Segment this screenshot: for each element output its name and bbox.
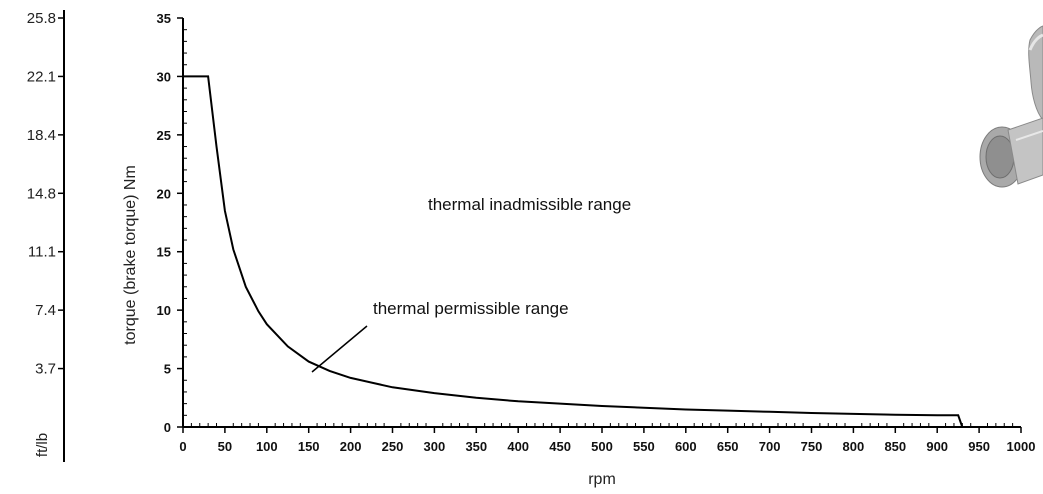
- brake-product-illustration: [979, 25, 1043, 188]
- annotation-permissible: thermal permissible range: [373, 299, 569, 318]
- x-tick-label: 250: [382, 439, 404, 454]
- y-minor-ticks: [183, 29, 187, 416]
- secondary-tick-label: 22.1: [27, 68, 56, 85]
- y-tick-label: 5: [164, 362, 171, 377]
- x-tick-label: 950: [968, 439, 990, 454]
- y-tick-label: 0: [164, 420, 171, 435]
- x-tick-labels: 0 50 100 150 200 250 300 350 400 450 500 550 600 650 7…: [179, 427, 1035, 454]
- x-tick-label: 700: [759, 439, 781, 454]
- x-tick-label: 900: [926, 439, 948, 454]
- primary-axes: 0 5 10 15 20 25 30 35 0 50 100 150 200 250 300 350 400 4…: [122, 11, 1035, 488]
- x-tick-label: 500: [591, 439, 613, 454]
- x-tick-label: 600: [675, 439, 697, 454]
- secondary-tick-label: 3.7: [35, 361, 56, 378]
- x-tick-label: 800: [843, 439, 865, 454]
- x-tick-label: 300: [424, 439, 446, 454]
- x-tick-label: 200: [340, 439, 362, 454]
- annotation-inadmissible: thermal inadmissible range: [428, 195, 631, 214]
- secondary-axis: 3.7 7.4 11.1 14.8 18.4 22.1 25.8 ft/lb: [27, 10, 65, 462]
- y-tick-label: 30: [157, 69, 171, 84]
- secondary-tick-labels: 3.7 7.4 11.1 14.8 18.4 22.1 25.8: [27, 10, 64, 378]
- annotation-pointer-line: [311, 325, 368, 373]
- secondary-tick-label: 18.4: [27, 127, 56, 144]
- x-minor-ticks: [190, 423, 1014, 427]
- y-tick-label: 20: [157, 186, 171, 201]
- y-axis-title: torque (brake torque) Nm: [122, 165, 139, 345]
- y-tick-label: 35: [157, 11, 171, 26]
- x-tick-label: 750: [801, 439, 823, 454]
- x-tick-label: 0: [179, 439, 186, 454]
- series-line-torque: [183, 75, 964, 428]
- x-tick-label: 1000: [1007, 439, 1036, 454]
- x-tick-label: 100: [256, 439, 278, 454]
- secondary-tick-label: 25.8: [27, 10, 56, 27]
- secondary-axis-label: ft/lb: [34, 433, 51, 457]
- secondary-tick-label: 7.4: [35, 302, 56, 319]
- y-tick-label: 15: [157, 245, 171, 260]
- x-axis-title: rpm: [588, 471, 616, 488]
- secondary-tick-label: 11.1: [28, 244, 56, 261]
- x-tick-label: 650: [717, 439, 739, 454]
- x-tick-label: 350: [465, 439, 487, 454]
- y-tick-label: 10: [157, 303, 171, 318]
- x-tick-label: 50: [218, 439, 232, 454]
- y-tick-label: 25: [157, 128, 171, 143]
- secondary-tick-label: 14.8: [27, 185, 56, 202]
- y-tick-labels: 0 5 10 15 20 25 30 35: [157, 11, 183, 435]
- x-tick-label: 150: [298, 439, 320, 454]
- x-tick-label: 400: [507, 439, 529, 454]
- x-tick-label: 850: [884, 439, 906, 454]
- x-tick-label: 450: [549, 439, 571, 454]
- x-tick-label: 550: [633, 439, 655, 454]
